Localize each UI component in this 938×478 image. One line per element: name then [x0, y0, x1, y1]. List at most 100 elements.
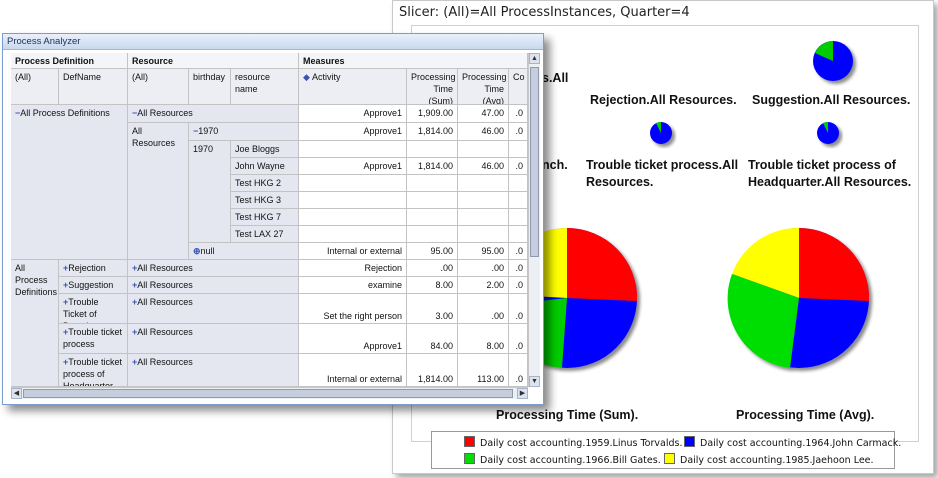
- cell-co[interactable]: .0: [509, 294, 528, 324]
- row-all-resources-sub[interactable]: All Resources: [128, 123, 189, 260]
- cell-avg[interactable]: 46.00: [458, 123, 509, 141]
- row-name[interactable]: John Wayne: [231, 158, 299, 175]
- cell-activity[interactable]: Internal or external problem?: [299, 354, 407, 387]
- cell-activity[interactable]: Internal or external problem?: [299, 243, 407, 260]
- cell-activity[interactable]: [299, 226, 407, 243]
- cell-avg[interactable]: 8.00: [458, 324, 509, 354]
- cell-activity[interactable]: [299, 141, 407, 158]
- row-name[interactable]: Test HKG 7: [231, 209, 299, 226]
- cell-activity[interactable]: [299, 192, 407, 209]
- cell-activity[interactable]: Approve1: [299, 324, 407, 354]
- header-birthday[interactable]: birthday: [189, 69, 231, 105]
- cell-activity[interactable]: Approve1: [299, 123, 407, 141]
- cell-sum[interactable]: 84.00: [407, 324, 458, 354]
- header-process-definition[interactable]: Process Definition: [11, 53, 128, 69]
- cell-sum[interactable]: 1,814.00: [407, 123, 458, 141]
- header-defname[interactable]: DefName: [59, 69, 128, 105]
- cell-sum[interactable]: 1,909.00: [407, 105, 458, 123]
- cell-avg[interactable]: .00: [458, 260, 509, 277]
- cell-sum[interactable]: [407, 141, 458, 158]
- horizontal-scrollbar[interactable]: ◀ ▶: [11, 387, 528, 399]
- row-all-process-definitions-2[interactable]: All Process Definitions: [11, 260, 59, 387]
- cell-sum[interactable]: 1,814.00: [407, 158, 458, 175]
- header-co[interactable]: Co: [509, 69, 528, 105]
- header-all-resource[interactable]: (All): [128, 69, 189, 105]
- cell-co[interactable]: .0: [509, 354, 528, 387]
- row-trouble-ticket-branch[interactable]: +Trouble Ticket of Branch: [59, 294, 128, 324]
- row-name[interactable]: Test HKG 2: [231, 175, 299, 192]
- row-trouble-ticket-process[interactable]: +Trouble ticket process: [59, 324, 128, 354]
- scroll-up-icon[interactable]: ▲: [529, 53, 540, 64]
- cell-co[interactable]: .0: [509, 123, 528, 141]
- cell-activity[interactable]: Rejection: [299, 260, 407, 277]
- header-pt-sum[interactable]: Processing Time (Sum): [407, 69, 458, 105]
- cell-avg[interactable]: [458, 192, 509, 209]
- processing-time-avg-pie[interactable]: [727, 227, 870, 368]
- header-all-pd[interactable]: (All): [11, 69, 59, 105]
- cell-avg[interactable]: [458, 226, 509, 243]
- cell-activity[interactable]: Approve1: [299, 105, 407, 123]
- cell-sum[interactable]: [407, 226, 458, 243]
- scroll-left-icon[interactable]: ◀: [11, 388, 22, 399]
- cell-co[interactable]: .0: [509, 158, 528, 175]
- cell-avg[interactable]: .00: [458, 294, 509, 324]
- cell-sum[interactable]: 95.00: [407, 243, 458, 260]
- cell-sum[interactable]: .00: [407, 260, 458, 277]
- row-name[interactable]: Test HKG 3: [231, 192, 299, 209]
- cell-avg[interactable]: [458, 141, 509, 158]
- cell-sum[interactable]: [407, 175, 458, 192]
- cell-activity[interactable]: Set the right person: [299, 294, 407, 324]
- cell-sum[interactable]: 8.00: [407, 277, 458, 294]
- vertical-scrollbar[interactable]: ▲ ▼: [528, 53, 540, 387]
- cell-avg[interactable]: [458, 209, 509, 226]
- cell-sum[interactable]: [407, 209, 458, 226]
- cell-sum[interactable]: 3.00: [407, 294, 458, 324]
- scroll-thumb[interactable]: [23, 389, 513, 398]
- row-rejection[interactable]: +Rejection: [59, 260, 128, 277]
- suggestion-pie[interactable]: [813, 41, 853, 81]
- cell-avg[interactable]: 47.00: [458, 105, 509, 123]
- scroll-right-icon[interactable]: ▶: [517, 388, 528, 399]
- trouble-ticket-pie[interactable]: [650, 121, 672, 144]
- cell-avg[interactable]: 46.00: [458, 158, 509, 175]
- cell-co[interactable]: .0: [509, 105, 528, 123]
- cell-activity[interactable]: Approve1: [299, 158, 407, 175]
- cell-co[interactable]: [509, 175, 528, 192]
- cell-co[interactable]: .0: [509, 324, 528, 354]
- cell-avg[interactable]: 113.00: [458, 354, 509, 387]
- cell-sum[interactable]: [407, 192, 458, 209]
- row-all-resources[interactable]: +All Resources: [128, 294, 299, 324]
- cell-co[interactable]: [509, 209, 528, 226]
- row-all-process-definitions[interactable]: −All Process Definitions: [11, 105, 128, 260]
- row-name[interactable]: Test LAX 27: [231, 226, 299, 243]
- cell-co[interactable]: .0: [509, 243, 528, 260]
- cell-avg[interactable]: 95.00: [458, 243, 509, 260]
- row-name[interactable]: Joe Bloggs: [231, 141, 299, 158]
- row-1970[interactable]: −1970: [189, 123, 299, 141]
- cell-activity[interactable]: [299, 175, 407, 192]
- cell-activity[interactable]: examine: [299, 277, 407, 294]
- cell-co[interactable]: [509, 141, 528, 158]
- cell-co[interactable]: [509, 192, 528, 209]
- header-resource-name[interactable]: resource name: [231, 69, 299, 105]
- header-pt-avg[interactable]: Processing Time (Avg): [458, 69, 509, 105]
- row-all-resources[interactable]: +All Resources: [128, 324, 299, 354]
- header-activity[interactable]: ◆ Activity: [299, 69, 407, 105]
- cell-co[interactable]: [509, 226, 528, 243]
- header-measures[interactable]: Measures: [299, 53, 528, 69]
- scroll-down-icon[interactable]: ▼: [529, 376, 540, 387]
- row-all-resources[interactable]: +All Resources: [128, 277, 299, 294]
- cell-activity[interactable]: [299, 209, 407, 226]
- cell-avg[interactable]: [458, 175, 509, 192]
- row-all-resources[interactable]: +All Resources: [128, 354, 299, 387]
- cell-sum[interactable]: 1,814.00: [407, 354, 458, 387]
- row-all-resources[interactable]: −All Resources: [128, 105, 299, 123]
- cell-co[interactable]: .0: [509, 277, 528, 294]
- cell-co[interactable]: .0: [509, 260, 528, 277]
- scroll-thumb[interactable]: [530, 67, 539, 257]
- header-resource[interactable]: Resource: [128, 53, 299, 69]
- row-1970-sub[interactable]: 1970: [189, 141, 231, 243]
- row-null[interactable]: ⊕null: [189, 243, 299, 260]
- trouble-ticket-hq-pie[interactable]: [817, 121, 839, 144]
- row-all-resources[interactable]: +All Resources: [128, 260, 299, 277]
